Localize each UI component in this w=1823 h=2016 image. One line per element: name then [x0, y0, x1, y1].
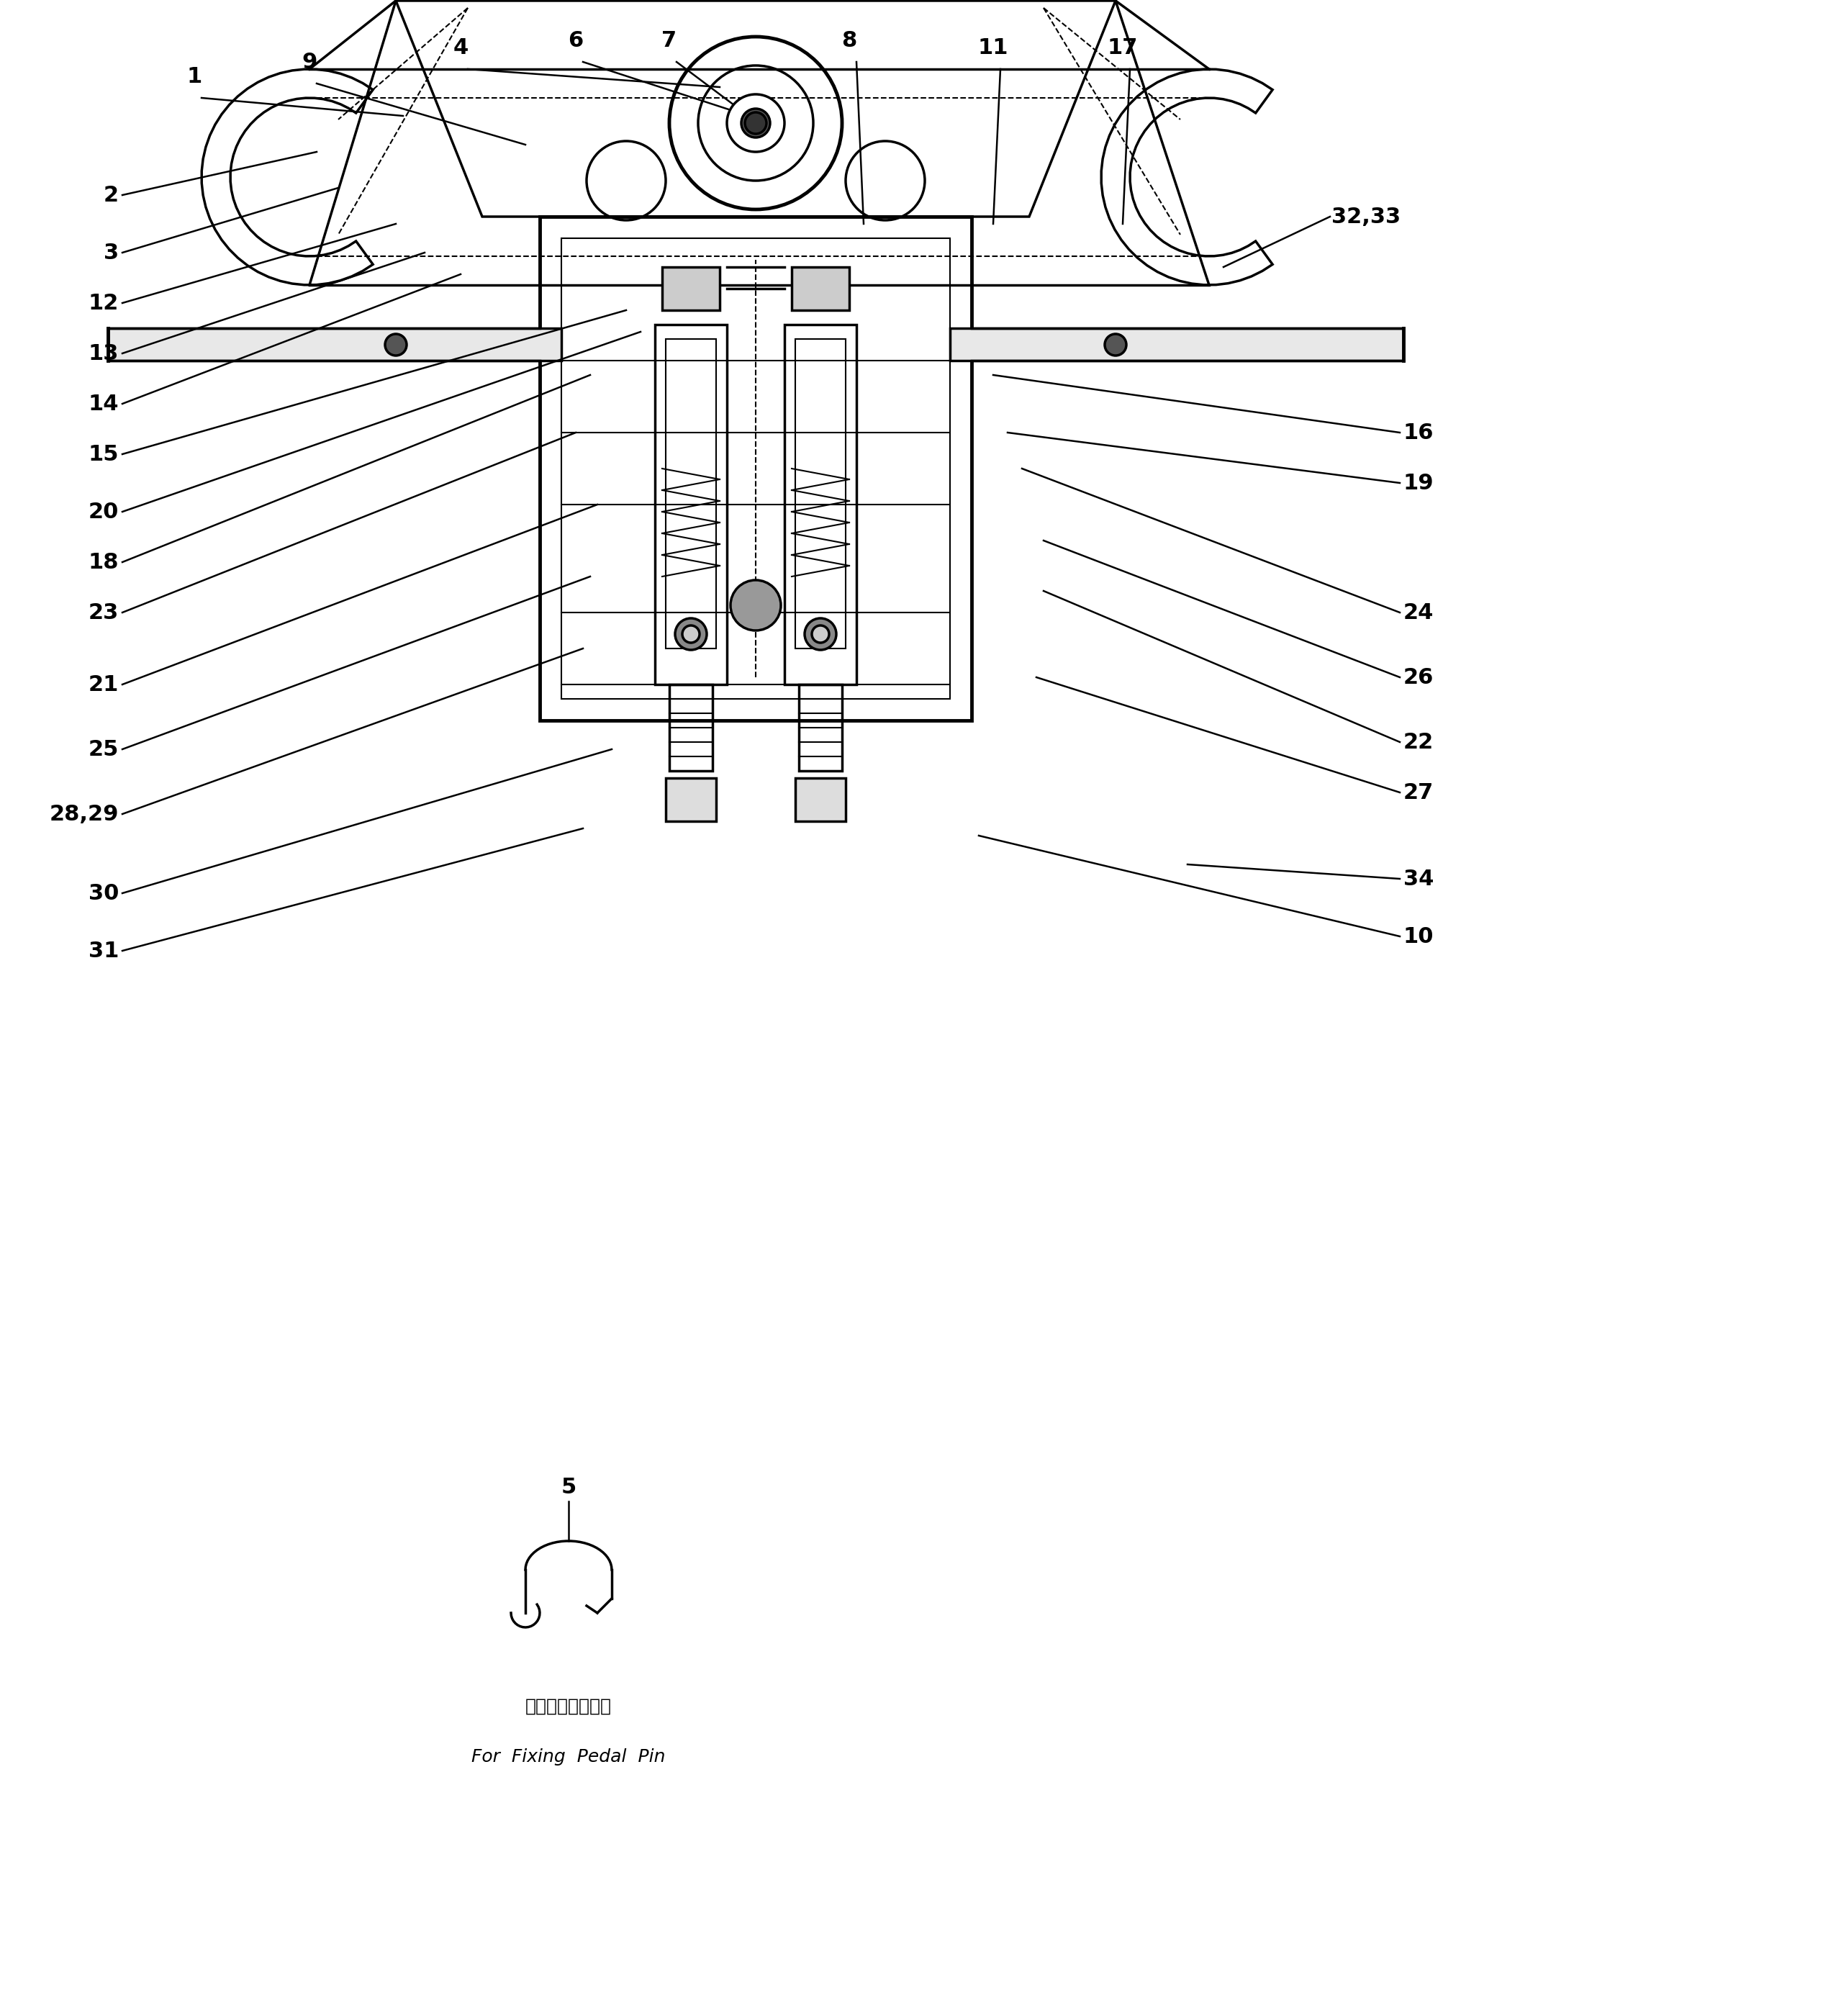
- Bar: [669, 685, 713, 770]
- Text: 32,33: 32,33: [1331, 206, 1400, 228]
- Text: 25: 25: [88, 738, 118, 760]
- Bar: [540, 216, 972, 720]
- Bar: [108, 329, 561, 361]
- Text: 2: 2: [104, 185, 118, 206]
- Bar: [665, 778, 716, 821]
- Bar: [784, 325, 857, 685]
- Text: 30: 30: [88, 883, 118, 903]
- Text: 24: 24: [1404, 603, 1435, 623]
- Circle shape: [682, 625, 700, 643]
- Text: 26: 26: [1404, 667, 1435, 687]
- Text: 19: 19: [1404, 472, 1435, 494]
- Text: 14: 14: [88, 393, 118, 413]
- Text: For  Fixing  Pedal  Pin: For Fixing Pedal Pin: [472, 1748, 665, 1766]
- Text: 16: 16: [1404, 421, 1435, 444]
- Text: 27: 27: [1404, 782, 1435, 802]
- Bar: [665, 339, 716, 649]
- Bar: [791, 266, 850, 310]
- Bar: [950, 329, 1404, 361]
- Circle shape: [731, 581, 780, 631]
- Text: 15: 15: [88, 444, 118, 464]
- Circle shape: [727, 95, 784, 151]
- Circle shape: [1105, 335, 1127, 355]
- Bar: [795, 339, 846, 649]
- Bar: [561, 238, 950, 700]
- Text: 34: 34: [1404, 869, 1435, 889]
- Text: 21: 21: [88, 673, 118, 696]
- Circle shape: [746, 113, 766, 133]
- Text: 6: 6: [569, 30, 583, 50]
- Bar: [795, 778, 846, 821]
- Text: 7: 7: [662, 30, 676, 50]
- Text: 4: 4: [452, 38, 469, 58]
- Text: ペダルピン固定用: ペダルピン固定用: [525, 1697, 613, 1716]
- Text: 20: 20: [88, 502, 118, 522]
- Circle shape: [742, 109, 769, 137]
- Text: 8: 8: [842, 30, 857, 50]
- Text: 13: 13: [88, 343, 118, 363]
- Circle shape: [804, 619, 837, 649]
- Text: 22: 22: [1404, 732, 1435, 752]
- Text: 17: 17: [1108, 38, 1138, 58]
- Text: 31: 31: [88, 939, 118, 962]
- Text: 10: 10: [1404, 925, 1435, 948]
- Bar: [654, 325, 727, 685]
- Text: 11: 11: [977, 38, 1008, 58]
- Text: 28,29: 28,29: [49, 804, 118, 825]
- Circle shape: [811, 625, 829, 643]
- Bar: [662, 266, 720, 310]
- Text: 23: 23: [88, 603, 118, 623]
- Text: 9: 9: [303, 52, 317, 73]
- Text: 12: 12: [88, 292, 118, 312]
- Text: 3: 3: [104, 242, 118, 262]
- Bar: [798, 685, 842, 770]
- Circle shape: [385, 335, 407, 355]
- Text: 5: 5: [561, 1478, 576, 1498]
- Circle shape: [675, 619, 707, 649]
- Text: 18: 18: [88, 552, 118, 573]
- Text: 1: 1: [186, 67, 202, 87]
